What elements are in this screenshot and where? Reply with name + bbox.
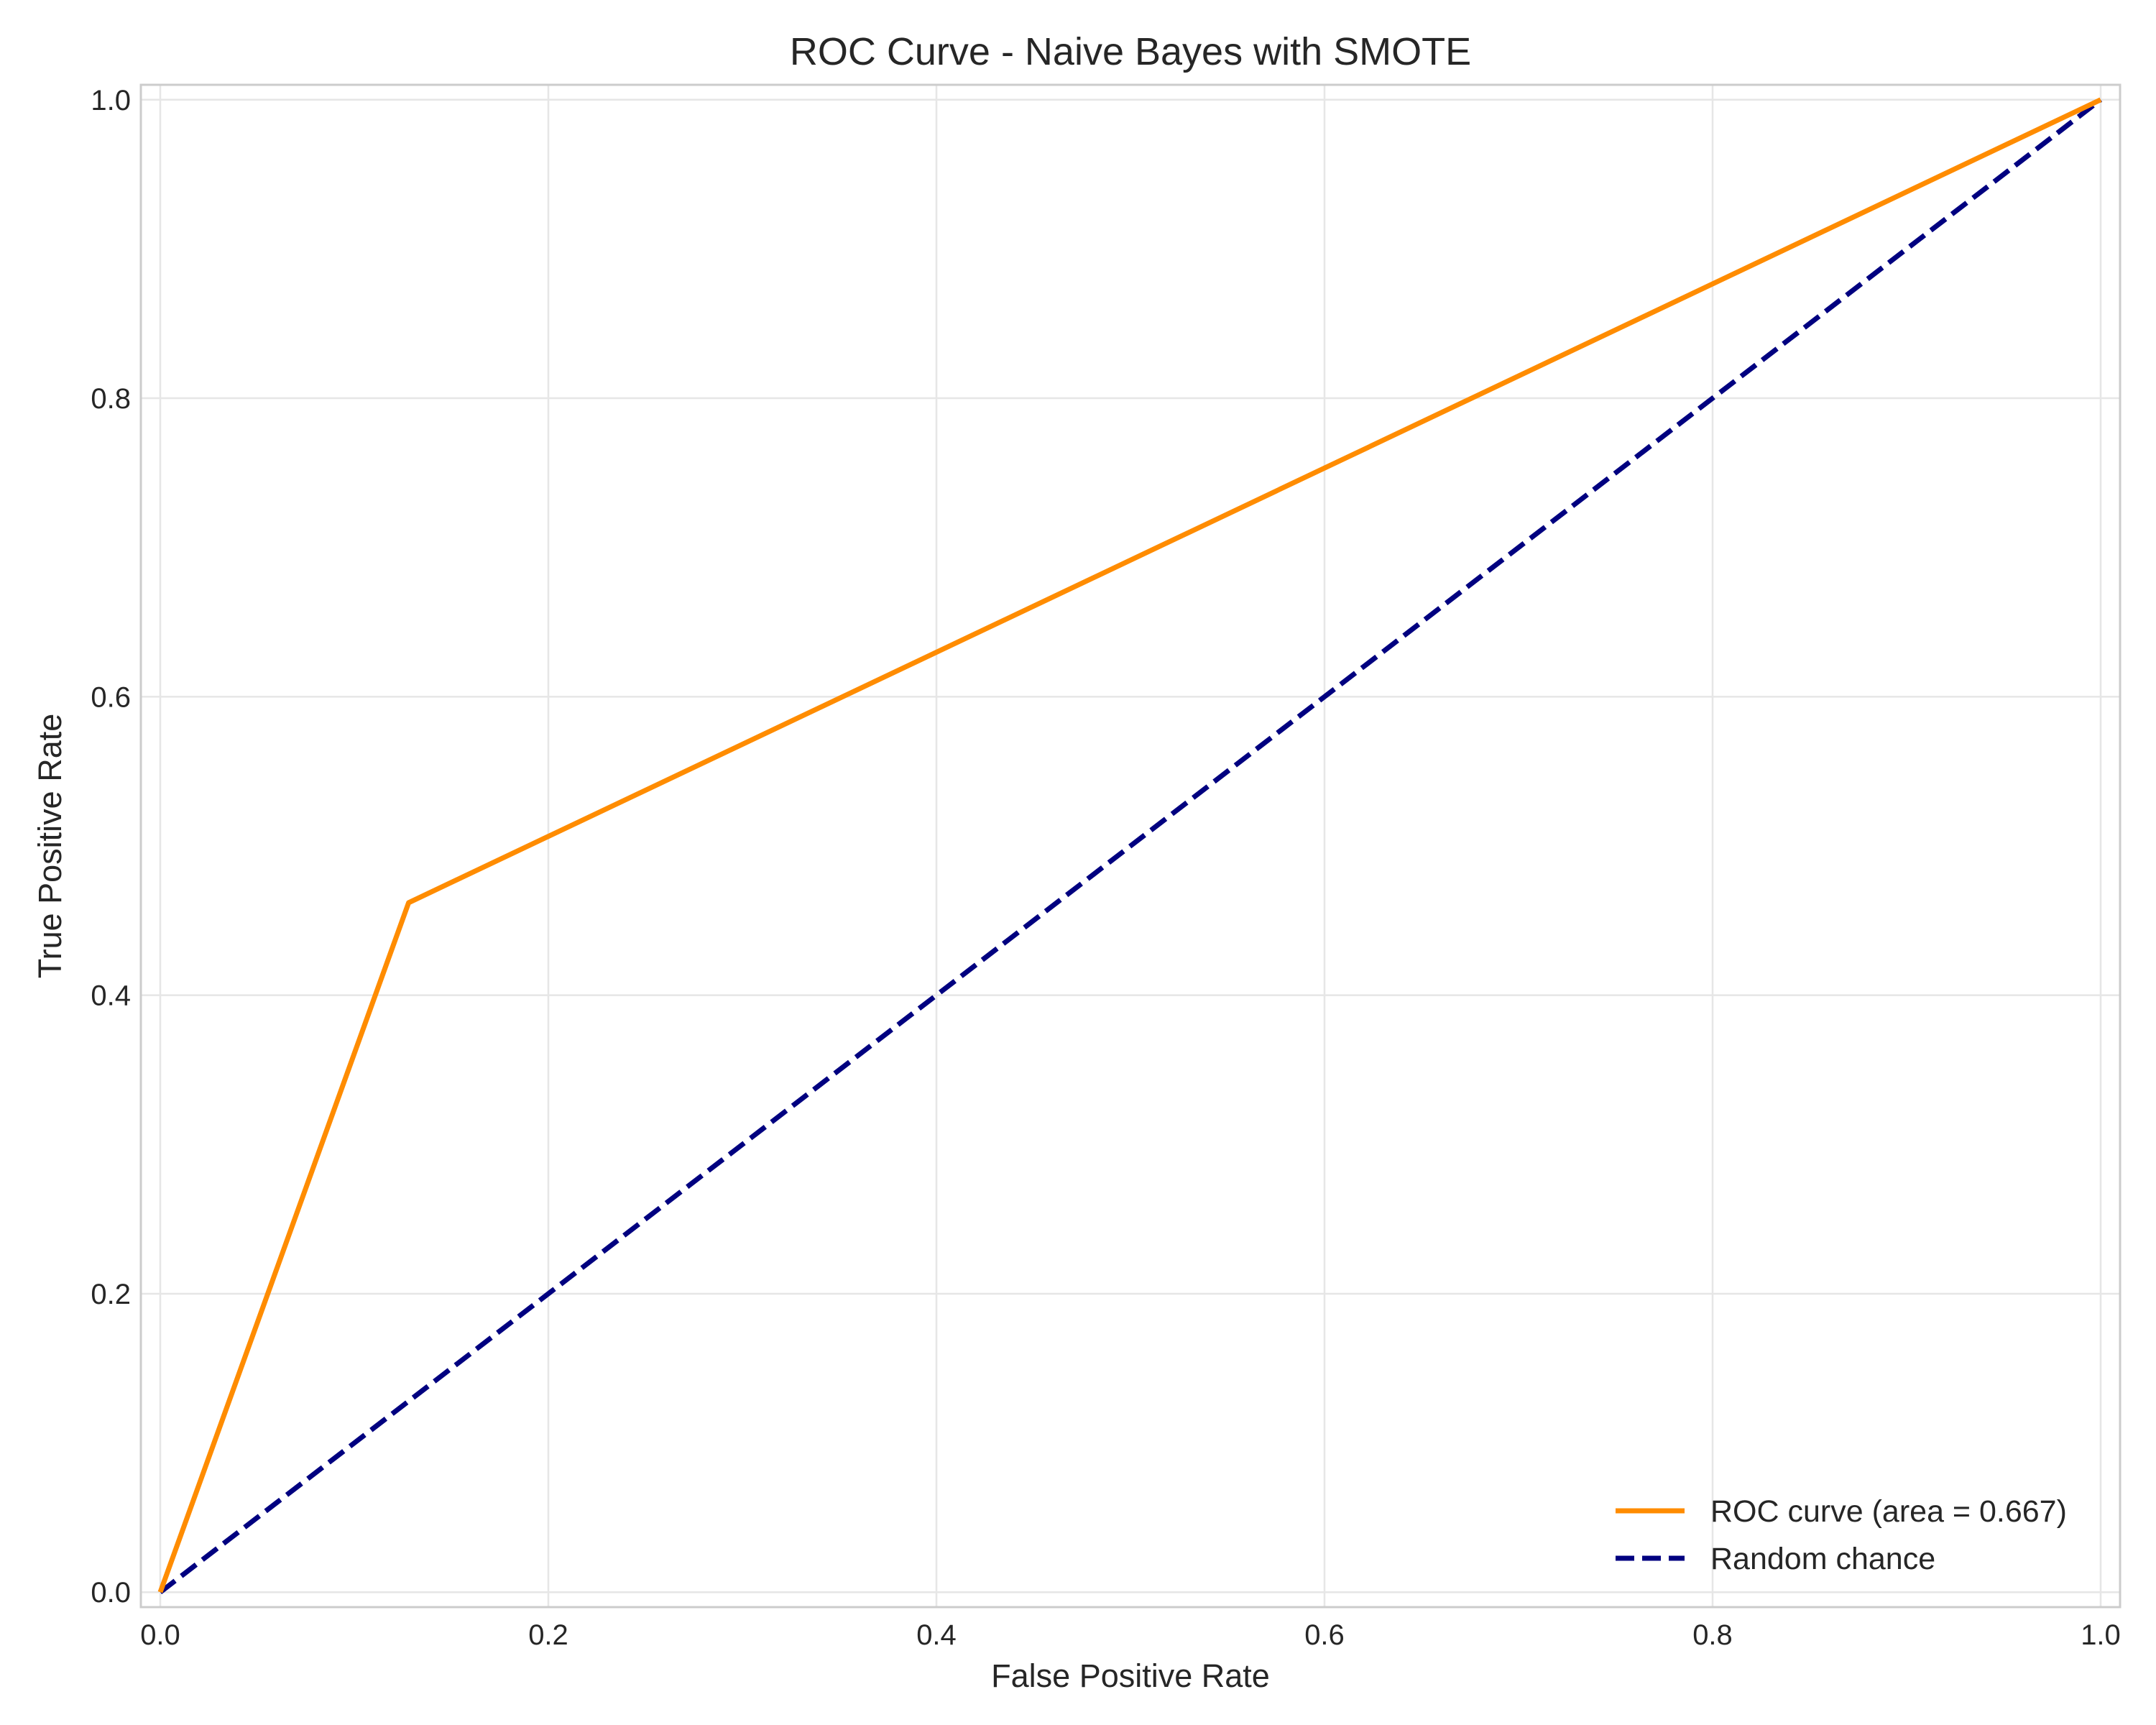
x-tick-label: 0.6 [1304, 1619, 1345, 1651]
x-tick-label: 1.0 [2081, 1619, 2121, 1651]
y-tick-label: 1.0 [91, 85, 131, 116]
y-tick-label: 0.6 [91, 681, 131, 713]
series-layer [157, 97, 2103, 1595]
x-axis-label: False Positive Rate [991, 1657, 1270, 1694]
plot-area-frame [139, 83, 2122, 1609]
y-tick-label: 0.0 [91, 1577, 131, 1609]
y-tick-labels: 0.0 0.2 0.4 0.6 0.8 1.0 [91, 85, 131, 1609]
grid [141, 85, 2120, 1607]
y-tick-label: 0.4 [91, 980, 131, 1012]
x-tick-label: 0.2 [528, 1619, 568, 1651]
roc-curve-line [157, 97, 2102, 1593]
random-chance-line [158, 97, 2103, 1595]
x-tick-label: 0.0 [140, 1619, 180, 1651]
legend-label-random-chance: Random chance [1710, 1542, 1935, 1576]
x-tick-label: 0.8 [1692, 1619, 1733, 1651]
y-tick-label: 0.8 [91, 383, 131, 415]
legend-label-roc-curve: ROC curve (area = 0.667) [1710, 1494, 2067, 1529]
x-tick-labels: 0.0 0.2 0.4 0.6 0.8 1.0 [140, 1619, 2121, 1651]
chart-title: ROC Curve - Naive Bayes with SMOTE [790, 30, 1471, 73]
y-axis-label: True Positive Rate [32, 714, 68, 978]
legend: ROC curve (area = 0.667) Random chance [1616, 1494, 2067, 1576]
y-tick-label: 0.2 [91, 1279, 131, 1310]
x-tick-label: 0.4 [916, 1619, 957, 1651]
